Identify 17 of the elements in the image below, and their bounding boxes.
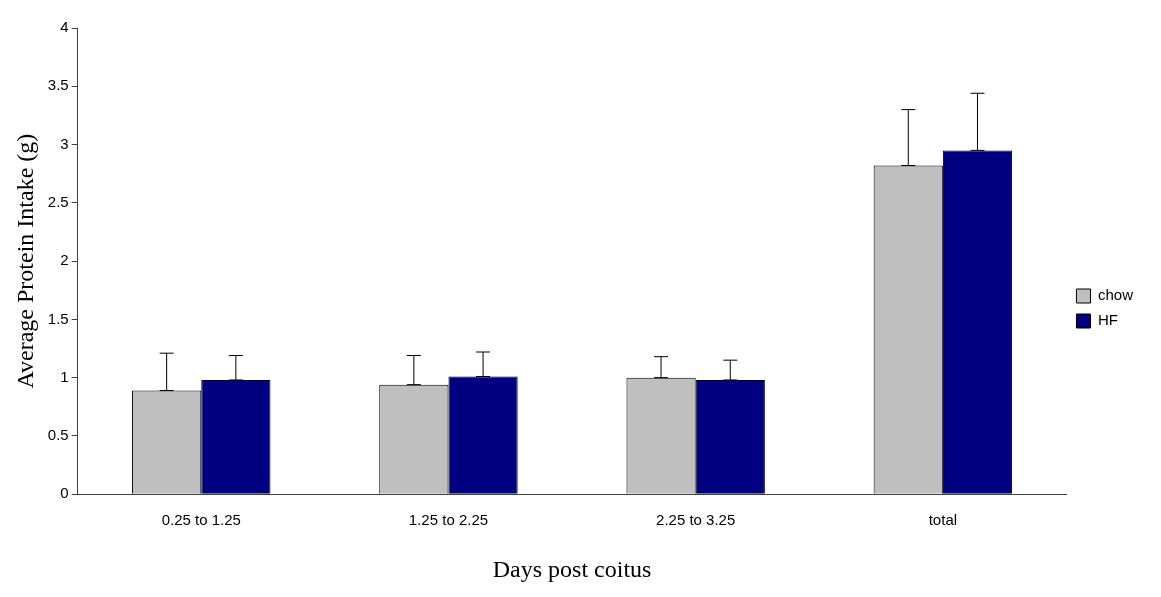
legend-label: HF — [1097, 311, 1118, 329]
legend-label: chow — [1097, 286, 1134, 304]
x-tick-label: 1.25 to 2.25 — [408, 511, 489, 529]
y-tick-label: 2.5 — [47, 192, 69, 210]
y-tick-label: 1.5 — [47, 309, 69, 327]
x-tick-label: total — [928, 511, 958, 529]
y-tick-label: 0.5 — [47, 426, 69, 444]
y-tick-label: 2 — [60, 251, 69, 269]
y-tick-label: 3.5 — [47, 76, 69, 94]
y-tick-label: 3 — [60, 134, 69, 152]
y-tick-label: 1 — [60, 367, 69, 385]
x-tick-label: 2.25 to 3.25 — [656, 511, 736, 529]
x-axis-title: Days post coitus — [492, 555, 652, 582]
y-tick-label: 0 — [60, 484, 69, 502]
y-axis-title: Average Protein Intake (g) — [11, 133, 38, 389]
y-tick-label: 4 — [60, 18, 69, 36]
x-tick-label: 0.25 to 1.25 — [161, 511, 241, 529]
